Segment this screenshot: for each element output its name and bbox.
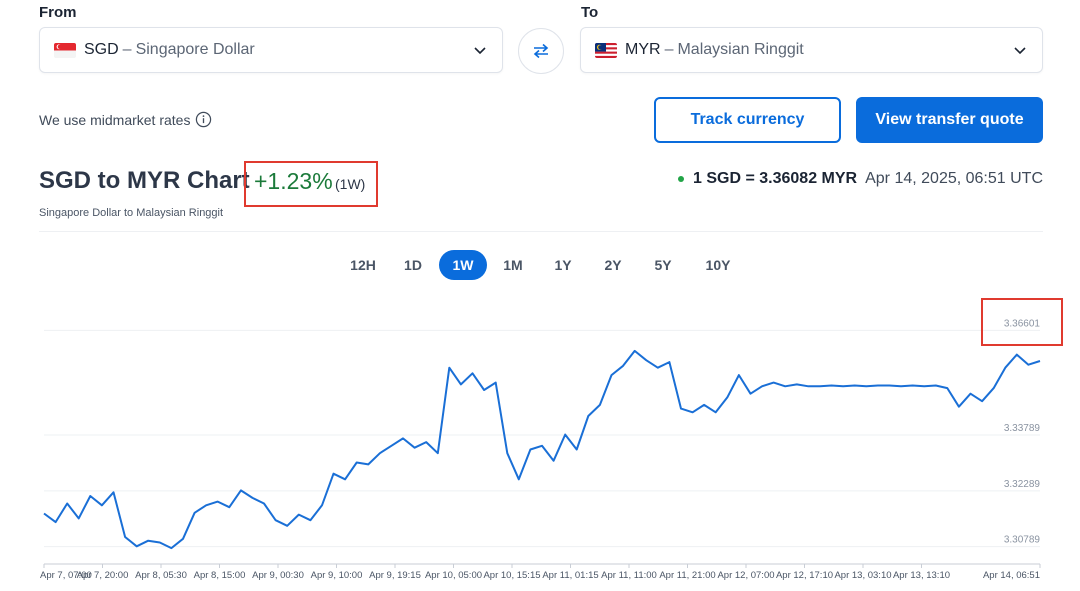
malaysia-flag-icon [595, 42, 617, 58]
chevron-down-icon [474, 47, 486, 55]
latest-value-highlight-box [981, 298, 1063, 346]
y-tick-label: 3.30789 [1004, 535, 1041, 546]
swap-arrows-icon [533, 43, 549, 59]
view-transfer-quote-button[interactable]: View transfer quote [856, 97, 1043, 143]
to-currency-sep: – [664, 41, 674, 58]
rate-value: 1 SGD = 3.36082 MYR [693, 170, 858, 187]
swap-currencies-button[interactable] [518, 28, 564, 74]
rate-timestamp: Apr 14, 2025, 06:51 UTC [865, 170, 1043, 187]
y-tick-label: 3.32289 [1004, 479, 1041, 490]
range-tab-1y[interactable]: 1Y [554, 257, 572, 273]
x-tick-label: Apr 10, 05:00 [425, 570, 482, 581]
live-dot-icon [678, 176, 685, 182]
x-tick-label: Apr 7, 07:00 [40, 570, 92, 581]
x-tick-label: Apr 9, 00:30 [252, 570, 304, 581]
x-tick-label: Apr 11, 01:15 [542, 570, 598, 581]
range-tab-5y[interactable]: 5Y [654, 257, 672, 273]
x-tick-label: Apr 8, 15:00 [194, 570, 246, 581]
x-tick-label: Apr 9, 10:00 [311, 570, 363, 581]
info-icon[interactable] [195, 111, 212, 128]
x-tick-label: Apr 9, 19:15 [369, 570, 421, 581]
range-tab-12h[interactable]: 12H [350, 257, 376, 273]
track-currency-button[interactable]: Track currency [654, 97, 841, 143]
rate-chart[interactable]: 3.36601 3.33789 3.32289 3.30789 Apr 7, 07:00… [0, 290, 1080, 590]
x-tick-label: Apr 12, 17:10 [776, 570, 833, 581]
from-currency-select[interactable]: SGD – Singapore Dollar [39, 27, 503, 73]
divider [39, 231, 1043, 232]
range-tab-1d[interactable]: 1D [404, 257, 422, 273]
x-tick-label: Apr 14, 06:51 [983, 570, 1040, 581]
range-tab-2y[interactable]: 2Y [604, 257, 622, 273]
to-currency-select[interactable]: MYR – Malaysian Ringgit [580, 27, 1043, 73]
to-currency-code: MYR [625, 41, 661, 58]
range-tab-1w[interactable]: 1W [439, 250, 487, 280]
range-tab-1m[interactable]: 1M [503, 257, 523, 273]
time-range-tabs: 12H 1D 1W 1M 1Y 2Y 5Y 10Y [338, 250, 748, 280]
x-tick-label: Apr 11, 11:00 [601, 570, 657, 581]
x-tick-label: Apr 8, 05:30 [135, 570, 187, 581]
from-label: From [39, 4, 77, 21]
rate-line [43, 349, 1041, 550]
y-tick-label: 3.36601 [1004, 318, 1041, 329]
chart-title: SGD to MYR Chart [39, 167, 250, 194]
midmarket-text: We use midmarket rates [39, 111, 191, 128]
x-tick-label: Apr 13, 03:10 [834, 570, 891, 581]
change-percentage: +1.23% [254, 168, 333, 194]
x-tick-label: Apr 12, 07:00 [717, 570, 774, 581]
range-tab-10y[interactable]: 10Y [705, 257, 731, 273]
x-tick-label: Apr 10, 15:15 [483, 570, 540, 581]
x-tick-label: Apr 13, 13:10 [893, 570, 950, 581]
to-currency-name: Malaysian Ringgit [677, 41, 804, 58]
singapore-flag-icon [54, 42, 76, 58]
current-rate: 1 SGD = 3.36082 MYR Apr 14, 2025, 06:51 … [678, 170, 1043, 188]
y-tick-label: 3.33789 [1004, 423, 1041, 434]
to-label: To [581, 4, 599, 21]
change-highlight-box [244, 161, 378, 207]
from-currency-code: SGD [84, 41, 119, 58]
chart-subtitle: Singapore Dollar to Malaysian Ringgit [39, 207, 224, 219]
x-tick-label: Apr 11, 21:00 [659, 570, 715, 581]
chevron-down-icon [1014, 47, 1026, 55]
midmarket-note: We use midmarket rates [39, 111, 212, 128]
from-currency-sep: – [122, 41, 132, 58]
x-tick-label: Apr 7, 20:00 [77, 570, 129, 581]
from-currency-name: Singapore Dollar [135, 41, 255, 58]
change-period: (1W) [335, 176, 366, 192]
